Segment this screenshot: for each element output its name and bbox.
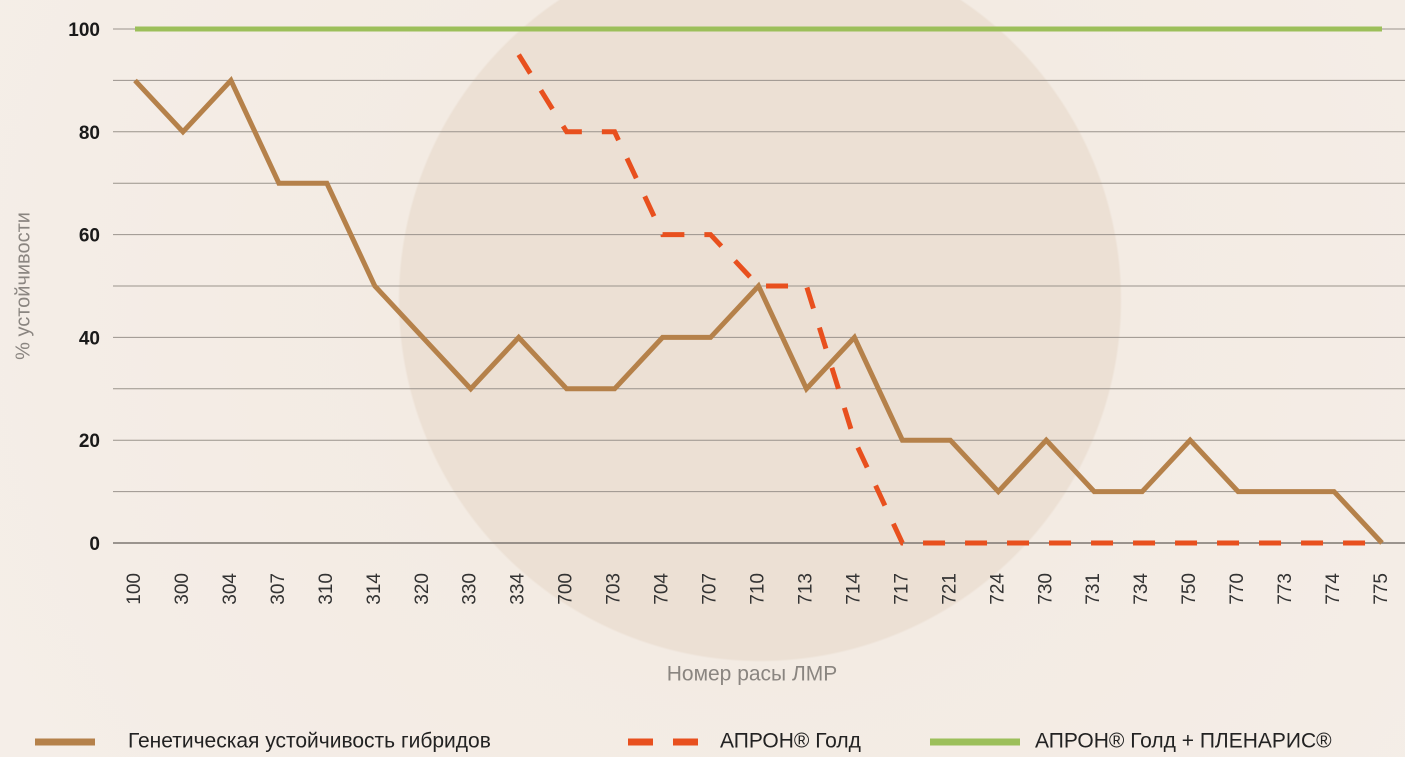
x-tick-label: 314 <box>364 573 385 605</box>
y-tick-label: 80 <box>79 123 100 144</box>
x-tick-label: 734 <box>1131 573 1152 605</box>
x-tick-label: 707 <box>700 573 721 605</box>
x-tick-label: 731 <box>1083 573 1104 605</box>
x-tick-label: 310 <box>316 573 337 605</box>
x-tick-label: 100 <box>124 573 145 605</box>
x-tick-label: 320 <box>412 573 433 605</box>
x-tick-label: 703 <box>604 573 625 605</box>
x-tick-label: 730 <box>1035 573 1056 605</box>
series-line <box>135 80 1382 543</box>
x-tick-label: 750 <box>1179 573 1200 605</box>
x-tick-label: 330 <box>460 573 481 605</box>
x-tick-label: 721 <box>939 573 960 605</box>
page: {"chart_data": {"type": "line", "x_label… <box>0 0 1405 757</box>
legend-label: АПРОН® Голд + ПЛЕНАРИС® <box>1035 730 1332 753</box>
y-tick-label: 20 <box>79 431 100 452</box>
x-tick-label: 304 <box>220 573 241 605</box>
legend-label: АПРОН® Голд <box>720 730 861 753</box>
x-tick-label: 775 <box>1371 573 1392 605</box>
series-line <box>519 55 1382 543</box>
y-axis-label: % устойчивости <box>12 212 34 360</box>
x-tick-label: 307 <box>268 573 289 605</box>
x-tick-label: 770 <box>1227 573 1248 605</box>
x-tick-label: 773 <box>1275 573 1296 605</box>
y-tick-label: 0 <box>89 534 100 555</box>
legend-label: Генетическая устойчивость гибридов <box>128 730 491 753</box>
y-tick-label: 60 <box>79 226 100 247</box>
x-tick-label: 334 <box>508 573 529 605</box>
y-tick-label: 100 <box>68 20 100 41</box>
x-tick-label: 704 <box>652 573 673 605</box>
x-tick-label: 700 <box>556 573 577 605</box>
y-tick-label: 40 <box>79 328 100 349</box>
x-tick-label: 717 <box>891 573 912 605</box>
x-tick-label: 774 <box>1323 573 1344 605</box>
x-tick-label: 713 <box>795 573 816 605</box>
x-tick-label: 710 <box>748 573 769 605</box>
x-tick-label: 714 <box>843 573 864 605</box>
x-tick-label: 300 <box>172 573 193 605</box>
chart: % устойчивости Номер расы ЛМР 0 20 40 60 80 1… <box>0 0 1405 757</box>
x-tick-label: 724 <box>987 573 1008 605</box>
x-axis-label: Номер расы ЛМР <box>667 663 838 686</box>
